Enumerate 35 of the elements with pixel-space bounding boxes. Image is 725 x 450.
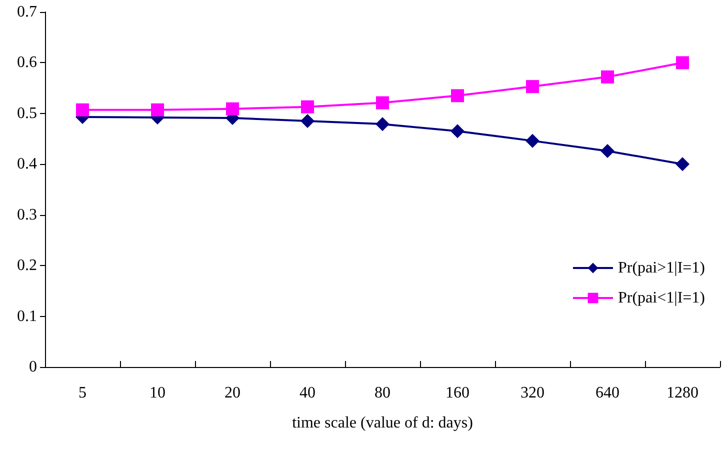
x-tick-label: 320 — [520, 384, 544, 402]
y-tick-label: 0 — [29, 358, 37, 376]
x-tick-label: 5 — [78, 384, 86, 402]
legend-label: Pr(pai<1|I=1) — [618, 290, 706, 306]
point — [601, 70, 614, 84]
point — [151, 103, 164, 116]
y-tick-label: 0.3 — [17, 206, 37, 224]
x-tick-label: 10 — [150, 384, 166, 402]
point — [300, 114, 314, 128]
x-tick-label: 40 — [300, 384, 316, 402]
point — [526, 80, 539, 94]
y-tick-label: 0.5 — [17, 104, 37, 122]
point — [76, 103, 89, 116]
y-tick-label: 0.7 — [17, 4, 37, 20]
y-tick-label: 0.4 — [17, 156, 37, 173]
x-tick-label: 80 — [374, 384, 390, 402]
point — [600, 144, 614, 158]
y-tick-label: 0.2 — [17, 257, 37, 274]
x-tick-label: 20 — [224, 384, 240, 402]
point — [376, 117, 390, 132]
point — [226, 102, 239, 116]
point — [301, 100, 314, 114]
x-tick-label: 160 — [446, 384, 470, 402]
x-tick-label: 1280 — [666, 384, 698, 402]
point — [526, 134, 540, 148]
point — [451, 89, 464, 102]
point — [676, 157, 690, 172]
point — [376, 96, 389, 110]
y-tick-label: 0.6 — [17, 54, 37, 72]
x-tick-label: 640 — [596, 384, 620, 402]
y-tick-label: 0.1 — [17, 308, 37, 325]
legend-label: Pr(pai>1|I=1) — [618, 260, 706, 276]
point — [676, 56, 689, 70]
point — [450, 124, 464, 138]
x-axis-title: time scale (value of d: days) — [292, 414, 473, 432]
